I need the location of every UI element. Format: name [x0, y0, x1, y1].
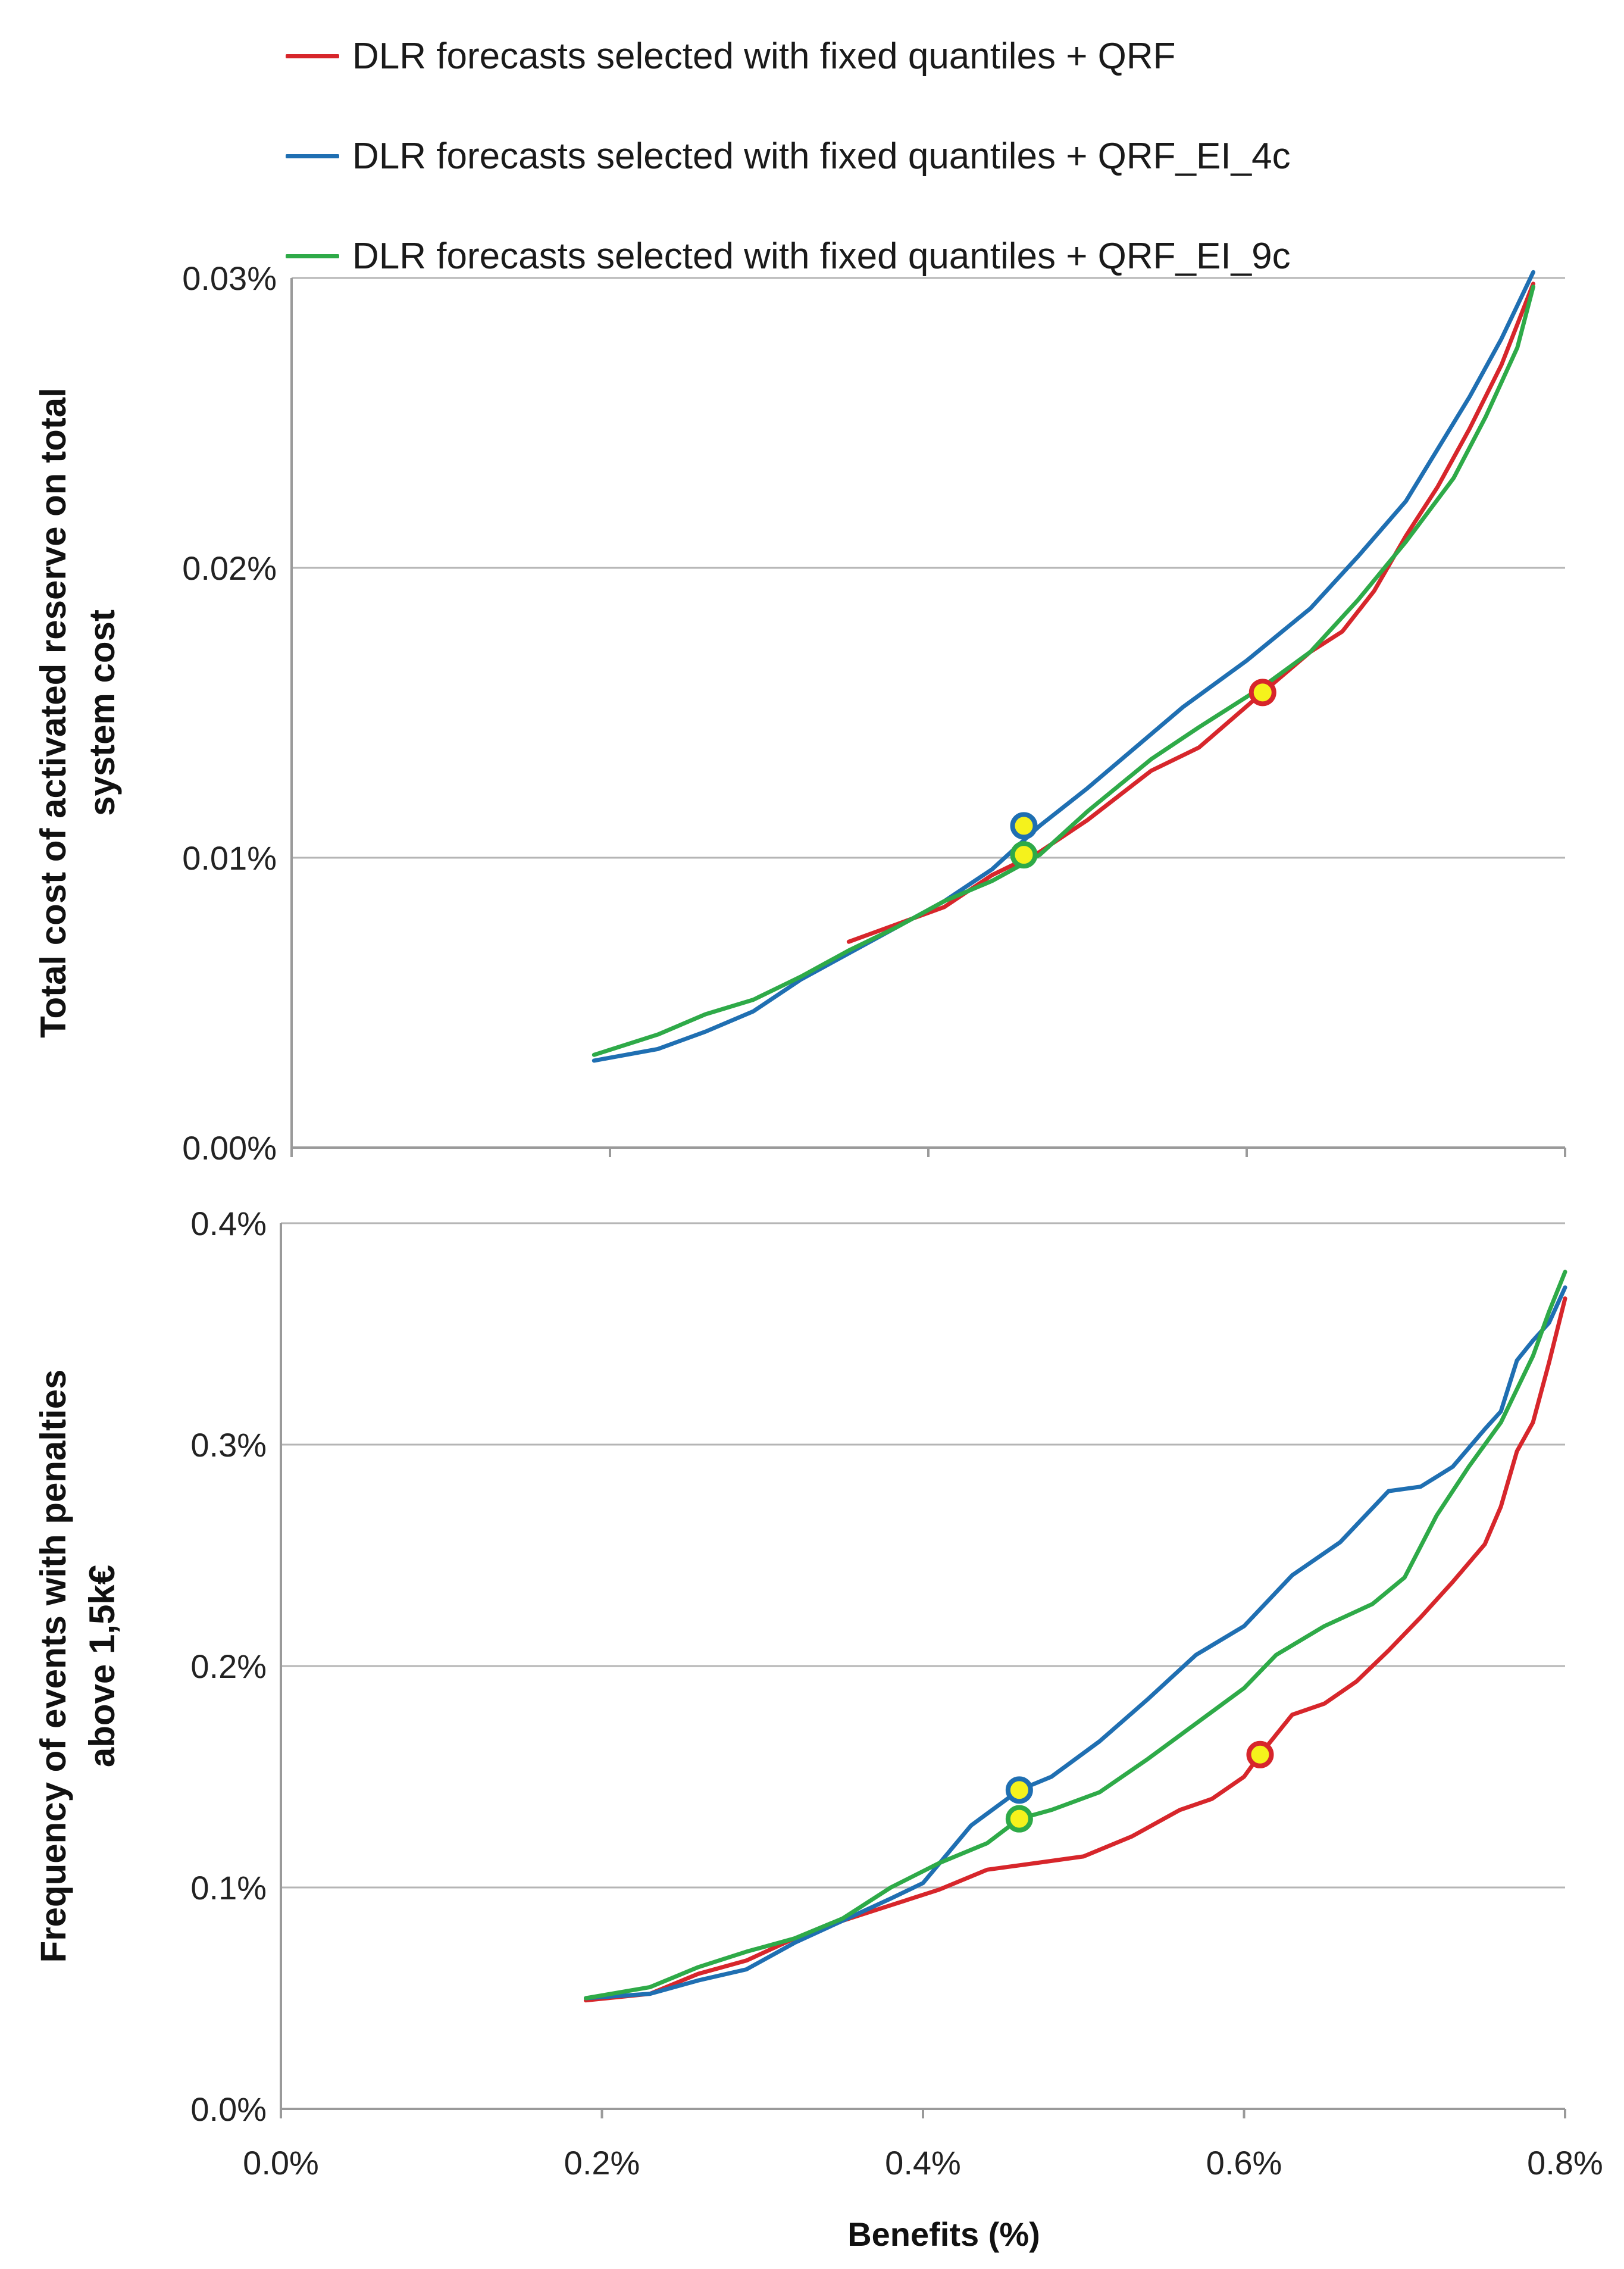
bottom-ytick-label-4: 0.4% — [190, 1205, 267, 1242]
bottom-ytick-label-0: 0.0% — [190, 2090, 267, 2128]
bottom-ytick-label-3: 0.3% — [190, 1426, 267, 1464]
top-series-line-qrf-ei-9c — [592, 285, 1535, 1057]
legend-swatch-qrf-ei-9c — [286, 254, 339, 258]
bottom-ytick-label-2: 0.2% — [190, 1648, 267, 1685]
legend-item-qrf-ei-4c: DLR forecasts selected with fixed quanti… — [286, 106, 1595, 206]
bottom-highlight-marker-qrf-ei-9c — [1005, 1805, 1033, 1833]
top-ytick-label-2: 0.02% — [182, 549, 277, 587]
bottom-xtick-label-3: 0.6% — [1206, 2144, 1282, 2182]
legend-item-qrf-ei-9c: DLR forecasts selected with fixed quanti… — [286, 206, 1595, 306]
legend-label-qrf-ei-9c: DLR forecasts selected with fixed quanti… — [352, 235, 1291, 277]
legend: DLR forecasts selected with fixed quanti… — [286, 6, 1595, 306]
top-highlight-marker-qrf-ei-9c — [1010, 841, 1038, 869]
legend-label-qrf: DLR forecasts selected with fixed quanti… — [352, 35, 1176, 77]
top-series-line-qrf — [846, 282, 1535, 944]
bottom-xtick-label-1: 0.2% — [564, 2144, 640, 2182]
bottom-highlight-marker-qrf — [1246, 1740, 1274, 1768]
legend-swatch-qrf — [286, 54, 339, 58]
bottom-ytick-label-1: 0.1% — [190, 1869, 267, 1907]
bottom-series-line-qrf-ei-9c — [584, 1270, 1567, 2001]
legend-swatch-qrf-ei-4c — [286, 154, 339, 158]
top-chart: 0.00% 0.01% 0.02% 0.03% Total cost of activa… — [33, 260, 1566, 1167]
top-y-axis-title-line-0: Total cost of activated reserve on total — [33, 387, 73, 1038]
top-highlight-marker-qrf — [1248, 679, 1276, 707]
bottom-y-axis-title-line-1: above 1,5k€ — [82, 1565, 122, 1767]
legend-item-qrf: DLR forecasts selected with fixed quanti… — [286, 6, 1595, 106]
bottom-series-line-qrf-ei-4c — [584, 1285, 1567, 2001]
top-y-axis-title: Total cost of activated reserve on total… — [33, 387, 122, 1038]
bottom-y-axis-title: Frequency of events with penalties above … — [33, 1370, 122, 1963]
top-ytick-label-3: 0.03% — [182, 260, 277, 297]
bottom-xtick-label-0: 0.0% — [243, 2144, 319, 2182]
bottom-x-axis-title: Benefits (%) — [847, 2215, 1040, 2253]
bottom-xtick-label-4: 0.8% — [1527, 2144, 1603, 2182]
top-ytick-label-0: 0.00% — [182, 1129, 277, 1167]
bottom-highlight-marker-qrf-ei-4c — [1005, 1776, 1033, 1804]
top-ytick-label-1: 0.01% — [182, 839, 277, 877]
bottom-xtick-label-2: 0.4% — [885, 2144, 961, 2182]
legend-label-qrf-ei-4c: DLR forecasts selected with fixed quanti… — [352, 135, 1291, 177]
top-y-axis-title-line-1: system cost — [82, 610, 122, 816]
bottom-y-axis-title-line-0: Frequency of events with penalties — [33, 1370, 73, 1963]
bottom-chart: 0.0% 0.1% 0.2% 0.3% 0.4% 0.0% 0.2% 0.4% 0.6% 0.8%… — [33, 1205, 1603, 2253]
top-series-line-qrf-ei-4c — [592, 270, 1535, 1063]
bottom-series-line-qrf — [584, 1296, 1567, 2003]
top-highlight-marker-qrf-ei-4c — [1010, 812, 1038, 840]
